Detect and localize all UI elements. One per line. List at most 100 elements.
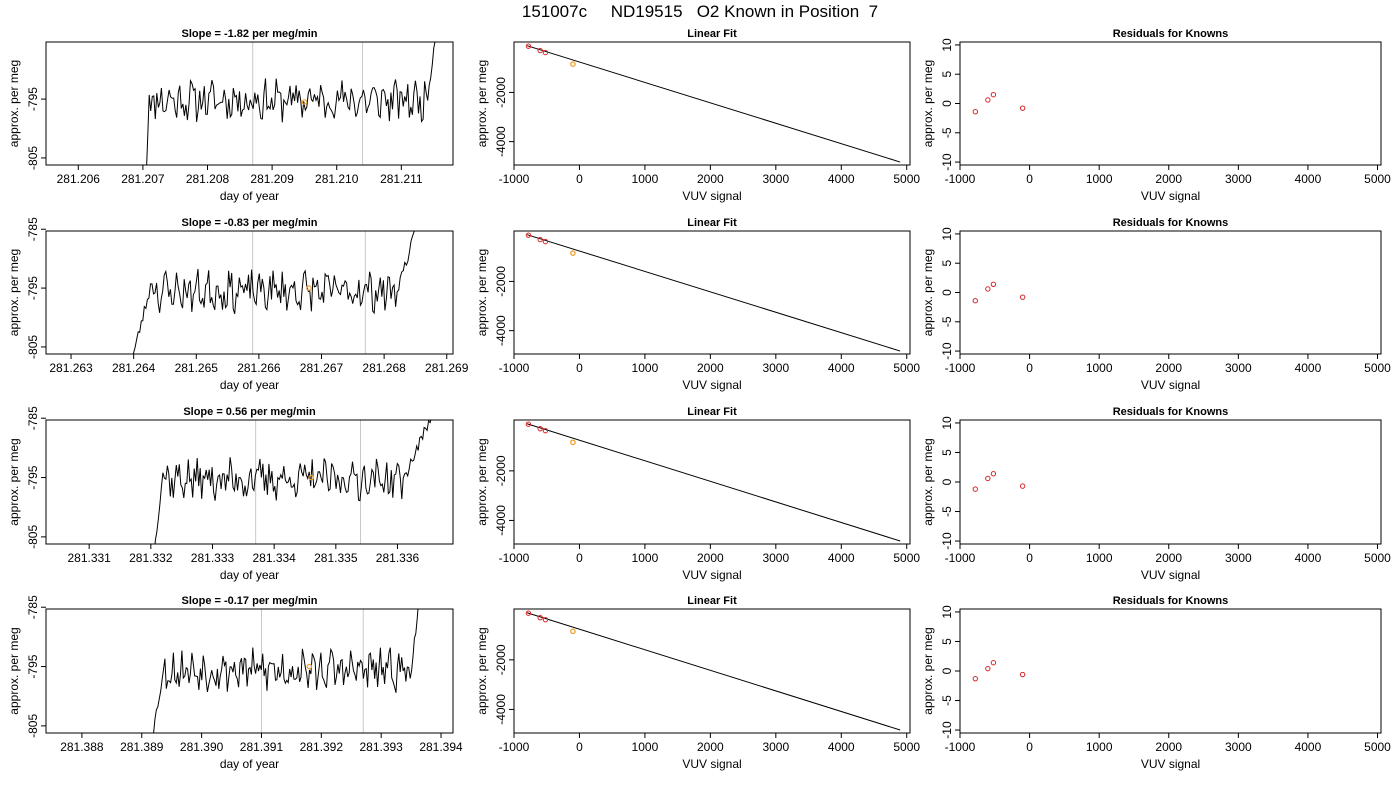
x-axis-label: VUV signal [1141,568,1200,582]
fit-line [526,45,901,163]
x-tick-label: 1000 [1086,740,1113,754]
x-tick-label: 5000 [1364,361,1391,375]
panel-title: Slope = -0.17 per meg/min [181,595,317,607]
y-tick-label: -805 [26,525,40,549]
x-tick-label: 281.266 [237,361,281,375]
x-tick-label: 281.390 [180,740,224,754]
x-axis-label: day of year [220,378,279,392]
highlight-point [570,628,576,635]
x-tick-label: -1000 [945,551,976,565]
plot-frame [513,41,911,166]
y-tick-label: 5 [940,449,954,456]
y-tick-label: -785 [26,595,40,619]
y-tick-label: -2000 [494,455,508,486]
data-point [537,614,543,621]
fit-line [526,423,901,542]
x-tick-label: 3000 [1225,172,1252,186]
x-axis-label: day of year [220,568,279,582]
data-point [542,616,549,623]
plot-area [525,232,901,352]
panel-3-2: Linear Fit -1000 0 1000 2000 3000 4000 5000 VUV … [475,406,920,582]
x-tick-label: 0 [1026,172,1033,186]
panel-3-3: Residuals for Knowns -1000 0 1000 2000 3000 40… [921,406,1391,582]
highlight-point [308,474,314,481]
data-trace [132,231,416,354]
x-tick-label: 2000 [1155,361,1182,375]
y-axis-label: approx. per meg [7,60,21,147]
y-tick-label: 0 [940,100,954,107]
panel-2-1: Slope = -0.83 per meg/min 281.263 281.264 2… [7,217,469,392]
panel-title: Slope = -0.83 per meg/min [181,217,317,229]
y-tick-label: -795 [26,465,40,489]
data-point [972,675,979,682]
x-tick-label: 4000 [1295,551,1322,565]
x-tick-label: 0 [1026,361,1033,375]
x-tick-label: 3000 [762,740,789,754]
y-tick-label: 5 [940,71,954,78]
panel-title: Residuals for Knowns [1113,28,1229,40]
x-tick-label: 281.391 [240,740,284,754]
y-tick-label: 5 [940,260,954,267]
data-point [525,421,532,427]
highlight-point [306,285,312,291]
panel-1-3: Residuals for Knowns -1000 0 1000 2000 3000 40… [921,28,1391,203]
y-tick-label: -4000 [494,315,508,346]
panel-4-3: Residuals for Knowns -1000 0 1000 2000 3000 40… [921,595,1391,771]
data-point [537,236,543,243]
data-trace [154,420,432,544]
x-tick-label: 281.269 [425,361,469,375]
x-tick-label: 4000 [1295,740,1322,754]
data-point [990,92,997,98]
x-axis-label: VUV signal [682,568,741,582]
y-axis-label: approx. per meg [921,249,935,336]
plot-area [972,92,1026,115]
x-axis-label: VUV signal [1141,757,1200,771]
y-tick-label: 10 [940,227,954,241]
plot-area [972,471,1026,492]
x-tick-label: 281.336 [376,551,420,565]
y-tick-label: 10 [940,605,954,619]
x-axis-label: day of year [220,757,279,771]
x-tick-label: 1000 [632,172,659,186]
data-point [972,109,979,115]
x-tick-label: 281.211 [380,172,423,186]
y-tick-label: -805 [26,714,40,738]
x-tick-label: 281.389 [120,740,164,754]
x-tick-label: -1000 [945,172,976,186]
y-tick-label: 10 [940,416,954,430]
y-tick-label: 10 [940,38,954,52]
x-tick-label: 3000 [1225,740,1252,754]
y-tick-label: -5 [940,506,954,517]
data-point [1019,671,1026,678]
panel-title: Residuals for Knowns [1113,217,1229,229]
panel-title: Linear Fit [687,406,737,418]
x-tick-label: 5000 [893,172,920,186]
x-tick-label: 1000 [1086,551,1113,565]
x-tick-label: 4000 [828,740,855,754]
data-trace [146,42,436,165]
y-axis-label: approx. per meg [921,627,935,714]
y-axis-label: approx. per meg [7,627,21,714]
x-tick-label: 281.335 [314,551,358,565]
plot-frame [45,419,454,545]
plot-frame [513,419,911,545]
x-tick-label: 4000 [1295,172,1322,186]
plot-frame [45,230,454,355]
data-point [985,286,991,292]
panel-title: Slope = -1.82 per meg/min [181,28,317,40]
data-point [525,610,532,616]
y-axis-label: approx. per meg [475,249,489,336]
x-tick-label: 5000 [893,361,920,375]
panel-title: Residuals for Knowns [1113,406,1229,418]
x-axis-label: VUV signal [1141,378,1200,392]
data-point [990,471,997,477]
data-point [525,232,532,238]
x-tick-label: 281.207 [121,172,165,186]
y-tick-label: 5 [940,638,954,645]
plot-area [146,42,436,165]
plot-area [972,281,1026,304]
y-axis-label: approx. per meg [475,627,489,714]
panel-2-2: Linear Fit -1000 0 1000 2000 3000 4000 5000 VUV … [475,217,920,392]
panel-1-2: Linear Fit -1000 0 1000 2000 3000 4000 5000 VUV … [475,28,920,203]
plot-area [525,421,901,542]
